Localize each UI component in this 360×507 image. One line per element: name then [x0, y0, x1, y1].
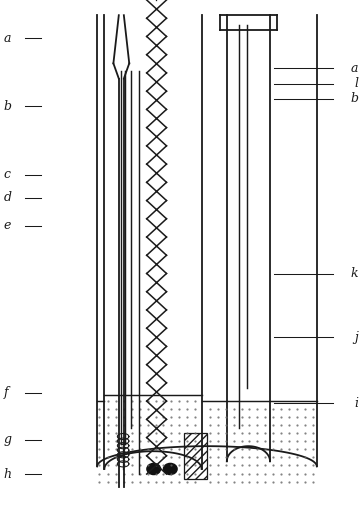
Text: h: h: [4, 467, 12, 481]
Text: a: a: [351, 62, 358, 75]
Bar: [184, 433, 207, 479]
Text: i: i: [354, 396, 358, 410]
Text: b: b: [4, 100, 12, 113]
Ellipse shape: [147, 463, 161, 475]
Text: l: l: [354, 77, 358, 90]
Text: k: k: [351, 267, 358, 280]
Text: g: g: [4, 433, 12, 446]
Ellipse shape: [163, 463, 177, 475]
Text: f: f: [4, 386, 8, 400]
Text: b: b: [350, 92, 358, 105]
Text: j: j: [354, 331, 358, 344]
Text: c: c: [4, 168, 10, 182]
Text: a: a: [4, 31, 11, 45]
Text: d: d: [4, 191, 12, 204]
Text: e: e: [4, 219, 11, 232]
